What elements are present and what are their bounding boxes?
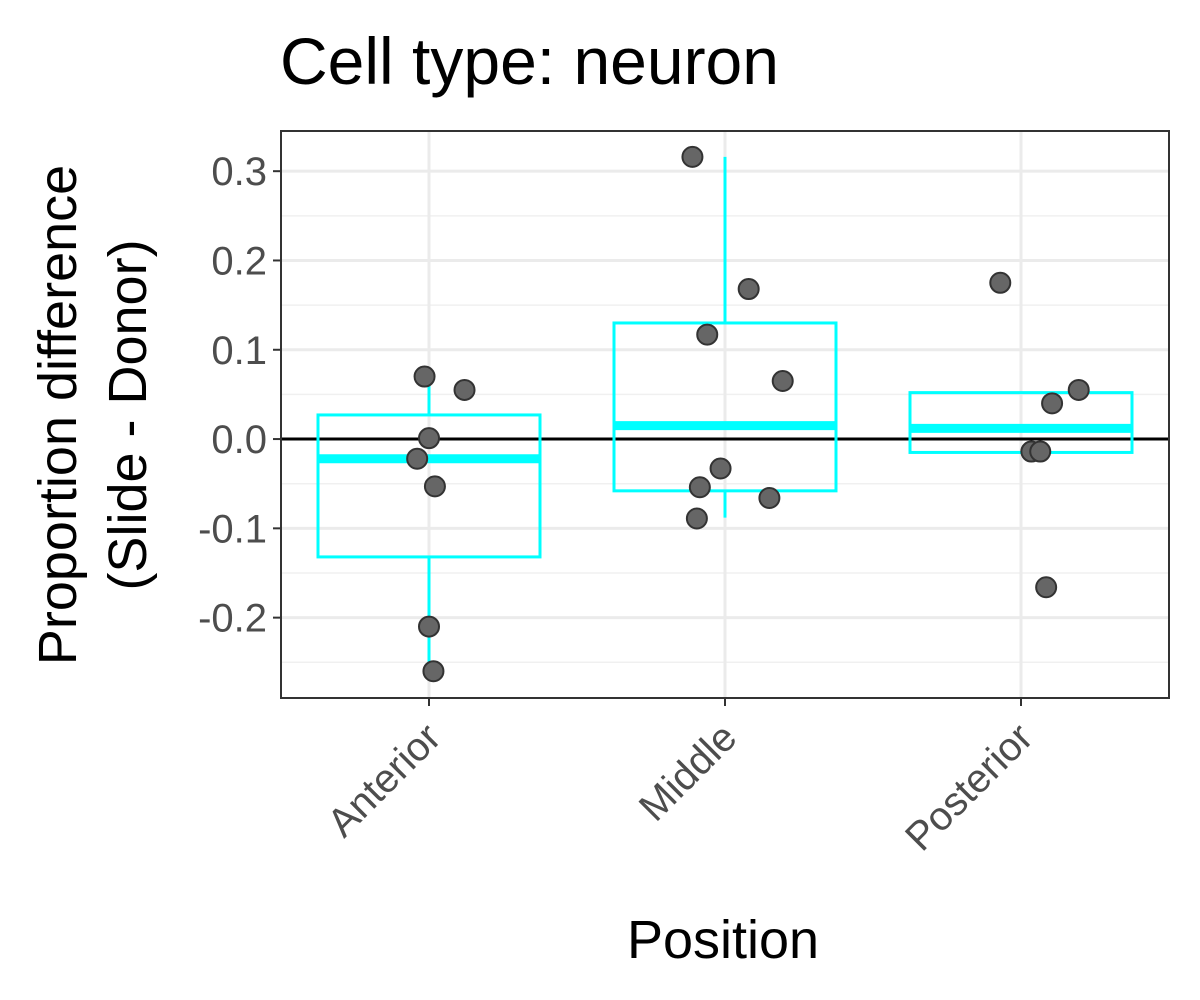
interquartile-box <box>316 413 542 559</box>
y-axis-title-line-2: (Slide - Donor) <box>98 239 158 590</box>
data-points <box>406 145 1090 683</box>
y-tick-label: 0.0 <box>211 418 267 462</box>
data-point <box>413 365 436 388</box>
data-point <box>758 486 781 509</box>
boxes <box>316 156 1134 672</box>
data-point <box>1029 440 1052 463</box>
y-axis-title-line-1: Proportion difference <box>28 165 88 665</box>
x-axis: Anterior Middle Posterior <box>319 698 1041 860</box>
data-point <box>696 323 719 346</box>
data-point <box>418 615 440 638</box>
x-axis-title: Position <box>627 910 819 970</box>
chart-title: Cell type: neuron <box>280 24 779 98</box>
y-axis: -0.2 -0.1 0.0 0.1 0.2 0.3 <box>198 150 281 641</box>
data-point <box>771 370 794 393</box>
data-point <box>1041 392 1064 415</box>
y-tick-label: -0.1 <box>198 507 267 551</box>
box-middle <box>612 156 838 518</box>
data-point <box>1067 378 1090 401</box>
data-point <box>688 476 711 499</box>
y-tick-label: -0.2 <box>198 597 267 641</box>
data-point <box>422 660 445 683</box>
y-tick-label: 0.2 <box>211 239 267 283</box>
data-point <box>737 278 760 301</box>
x-tick-label: Posterior <box>897 715 1041 859</box>
y-tick-label: 0.3 <box>211 150 267 194</box>
box-anterior <box>316 376 542 672</box>
interquartile-box <box>612 321 838 493</box>
data-point <box>423 475 446 498</box>
data-point <box>418 427 440 450</box>
data-point <box>1035 576 1058 599</box>
x-tick-label: Anterior <box>319 715 449 845</box>
data-point <box>709 457 732 480</box>
data-point <box>685 507 708 530</box>
y-tick-label: 0.1 <box>211 329 267 373</box>
data-point <box>989 271 1012 294</box>
data-point <box>406 447 429 470</box>
x-tick-label: Middle <box>631 715 745 829</box>
data-point <box>453 378 476 401</box>
data-point <box>681 145 704 168</box>
